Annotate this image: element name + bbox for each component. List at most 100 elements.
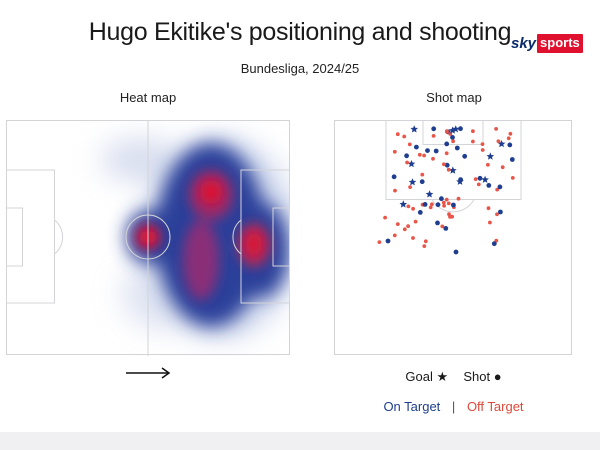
shot-marker — [471, 129, 475, 134]
shot-marker — [431, 134, 436, 138]
shot-marker — [441, 200, 446, 205]
logo-sky-text: sky — [511, 34, 537, 52]
shot-marker — [406, 204, 411, 209]
shot-marker — [417, 210, 423, 215]
shot-marker — [413, 219, 418, 224]
shot-marker — [444, 162, 450, 168]
shot-marker — [442, 203, 446, 208]
goal-marker — [408, 178, 417, 186]
dot-icon: ● — [493, 369, 502, 384]
shot-marker — [494, 127, 498, 131]
shot-marker — [486, 162, 490, 167]
shot-marker — [395, 222, 400, 226]
logo-sports-text: sports — [537, 33, 583, 53]
shot-marker — [408, 185, 412, 189]
shot-marker — [456, 196, 461, 201]
shot-marker — [440, 224, 445, 229]
shot-marker — [420, 172, 425, 177]
shot-marker — [431, 126, 437, 132]
shot-marker — [383, 215, 387, 220]
shot-marker — [453, 249, 459, 255]
heat-blobs — [101, 138, 290, 338]
shot-marker — [510, 176, 515, 180]
shot-marker — [404, 153, 409, 159]
shot-marker — [473, 177, 478, 181]
shot-marker — [430, 202, 434, 207]
goal-marker — [497, 140, 506, 148]
shot-marker — [442, 162, 446, 167]
shot-marker — [411, 236, 415, 240]
shot-marker — [495, 187, 500, 192]
goal-marker — [410, 125, 418, 133]
shot-marker — [402, 227, 407, 232]
shot-marker — [392, 233, 397, 238]
goal-legend-label: Goal — [405, 369, 433, 384]
shot-marker — [498, 209, 503, 215]
shot-marker — [486, 183, 492, 188]
shot-marker — [444, 141, 450, 147]
goal-marker — [486, 152, 495, 160]
chart-title: Hugo Ekitike's positioning and shooting — [88, 18, 512, 46]
shot-marker — [422, 244, 427, 248]
star-icon: ★ — [436, 369, 449, 384]
shot-marker — [450, 214, 454, 219]
heatmap-pitch — [6, 120, 290, 356]
shot-marker — [407, 142, 412, 147]
shot-marker — [462, 153, 468, 159]
shot-marker — [406, 224, 410, 228]
shot-marker — [496, 139, 501, 144]
chart-subtitle: Bundesliga, 2024/25 — [240, 61, 360, 76]
goal-marker — [451, 125, 460, 133]
shot-marker — [422, 202, 428, 207]
shot-marker — [508, 131, 513, 136]
shot-marker — [497, 184, 503, 190]
shot-marker — [454, 145, 460, 151]
shot-marker — [417, 152, 422, 157]
shot-marker — [431, 156, 435, 161]
legend-separator: | — [451, 399, 456, 414]
shot-marker — [385, 238, 391, 244]
shot-marker — [422, 153, 426, 158]
shotmap-pitch — [334, 120, 572, 355]
shot-marker — [435, 220, 440, 226]
shot-marker — [393, 188, 397, 193]
shot-marker — [451, 202, 456, 208]
shot-marker — [444, 197, 449, 202]
shot-marker — [423, 239, 428, 244]
bottom-bar — [0, 432, 600, 450]
shot-marker — [507, 142, 513, 148]
shot-marker — [451, 139, 455, 144]
marker-legend: Goal ★ Shot ● — [335, 369, 572, 385]
shot-marker — [450, 135, 455, 140]
shot-marker — [428, 205, 433, 210]
shot-marker — [405, 160, 409, 165]
shot-marker — [411, 206, 415, 211]
shot-marker — [377, 240, 382, 244]
shot-marker — [458, 177, 463, 182]
shot-marker — [444, 151, 449, 156]
shot-marker — [500, 165, 505, 170]
right-arrow-icon — [126, 367, 171, 379]
shot-marker — [446, 201, 451, 206]
shotmap-pitch-lines — [385, 120, 522, 213]
shot-marker — [491, 241, 497, 247]
shot-marker — [433, 148, 439, 154]
on-target-legend: On Target — [383, 399, 441, 414]
shot-marker — [471, 139, 475, 144]
shot-marker — [476, 182, 481, 187]
shot-marker — [486, 206, 491, 211]
shot-marker — [480, 142, 485, 146]
shot-marker — [506, 136, 511, 141]
shot-legend-label: Shot — [463, 369, 491, 384]
goal-marker — [481, 175, 489, 183]
shot-marker — [495, 212, 499, 217]
shot-marker — [414, 144, 419, 150]
shot-marker — [425, 148, 430, 153]
shot-marker — [391, 174, 397, 180]
shot-marker — [419, 179, 425, 185]
shot-marker — [488, 220, 492, 225]
goal-marker — [407, 160, 416, 168]
shot-marker — [477, 175, 483, 181]
shot-marker — [395, 132, 400, 137]
heatmap-label: Heat map — [119, 90, 177, 105]
